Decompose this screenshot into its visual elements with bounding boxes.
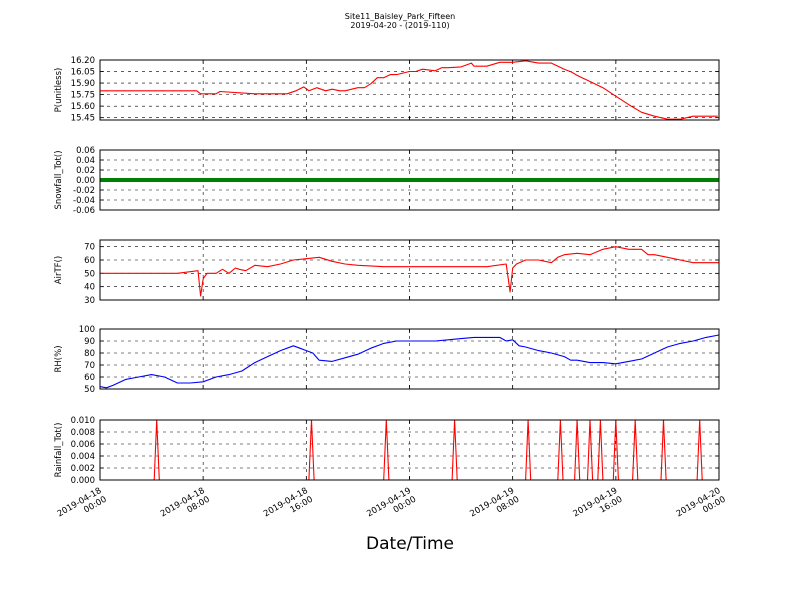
subplot-4: 50 60 70 80 90 100 RH(%) <box>54 325 720 395</box>
x-tick-label: 2019-04-1816:00 <box>262 486 315 528</box>
y-tick-label: -0.04 <box>73 196 95 206</box>
y-tick-label: 15.60 <box>71 102 95 112</box>
y-tick-label: 30 <box>84 296 95 306</box>
y-axis-label: Rainfall_Tot() <box>54 423 64 478</box>
subplot-5: 0.000 0.002 0.004 0.006 0.008 0.010 Rainfall_T… <box>54 416 720 486</box>
y-tick-label: 15.90 <box>71 79 95 89</box>
y-tick-label: 60 <box>84 256 95 266</box>
axes-frame <box>99 239 720 301</box>
y-tick-label: 0.000 <box>71 476 95 486</box>
y-tick-label: -0.02 <box>73 186 95 196</box>
axes-frame <box>99 419 720 481</box>
y-tick-label: 100 <box>79 325 95 335</box>
series-line <box>100 60 718 120</box>
chart-subtitle: 2019-04-20 - (2019-110) <box>350 21 450 30</box>
y-tick-label: 40 <box>84 283 95 293</box>
x-tick-label: 2019-04-2000:00 <box>675 486 728 528</box>
y-axis-label: AirTF() <box>54 256 64 284</box>
series-line <box>99 334 720 389</box>
chart-title: Site11_Baisley_Park_Fifteen <box>344 12 456 21</box>
y-tick-label: 0.004 <box>71 452 95 462</box>
series-line <box>100 246 719 297</box>
y-tick-label: 0.02 <box>76 166 95 176</box>
y-tick-label: 15.75 <box>71 91 95 101</box>
y-tick-label: -0.06 <box>73 206 95 216</box>
y-axis-label: RH(%) <box>54 345 64 372</box>
y-tick-label: 90 <box>84 337 95 347</box>
x-tick-label: 2019-04-1908:00 <box>468 486 521 528</box>
y-tick-label: 80 <box>84 349 95 359</box>
subplot-2: -0.06-0.04-0.020.000.020.040.06 Snowfall_… <box>54 146 720 216</box>
y-tick-label: 0.04 <box>76 156 95 166</box>
y-tick-label: 0.002 <box>71 464 95 474</box>
y-tick-label: 0.010 <box>71 416 95 426</box>
y-axis-label: Snowfall_Tot() <box>54 150 64 209</box>
y-tick-label: 16.05 <box>71 68 95 78</box>
subplot-3: 30 40 50 60 70 AirTF() <box>54 239 720 306</box>
x-tick-label: 2019-04-1900:00 <box>365 486 418 528</box>
y-tick-label: 0.00 <box>76 176 95 186</box>
x-tick-label: 2019-04-1800:00 <box>56 486 109 528</box>
y-tick-label: 0.008 <box>71 428 95 438</box>
x-tick-label: 2019-04-1916:00 <box>572 486 625 528</box>
axes-frame <box>99 149 720 211</box>
y-tick-label: 0.006 <box>71 440 95 450</box>
y-tick-label: 50 <box>84 269 95 279</box>
y-tick-label: 0.06 <box>76 146 95 156</box>
y-tick-label: 70 <box>84 243 95 253</box>
y-axis-label: P(unitless) <box>54 68 64 113</box>
axes-frame <box>99 328 720 390</box>
y-tick-label: 70 <box>84 361 95 371</box>
y-tick-label: 16.20 <box>71 56 95 66</box>
y-tick-label: 50 <box>84 385 95 395</box>
axes-frame <box>99 59 720 121</box>
x-tick-label: 2019-04-1808:00 <box>159 486 212 528</box>
y-tick-label: 60 <box>84 373 95 383</box>
y-tick-label: 15.45 <box>71 114 95 124</box>
x-axis-label: Date/Time <box>366 534 454 554</box>
